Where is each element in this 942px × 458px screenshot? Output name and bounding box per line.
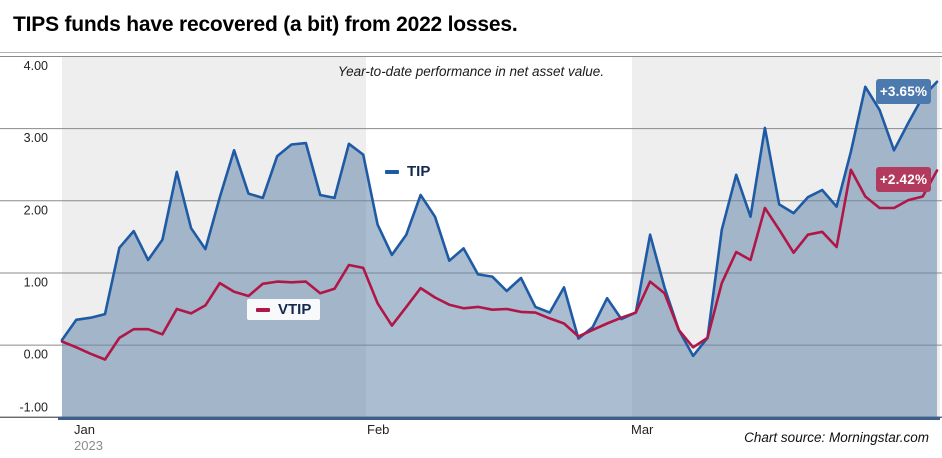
tip-legend-dash-icon	[385, 169, 399, 174]
vtip-legend: VTIP	[247, 299, 321, 320]
chart-subtitle: Year-to-date performance in net asset va…	[337, 64, 605, 79]
y-axis-label: 4.00	[24, 59, 48, 73]
x-axis-label: Feb	[367, 422, 389, 437]
y-axis-label: 0.00	[24, 348, 48, 362]
y-axis-label: 2.00	[24, 203, 48, 217]
vtip-line	[60, 168, 939, 361]
y-axis-label: -1.00	[20, 400, 49, 414]
chart-title: TIPS funds have recovered (a bit) from 2…	[13, 13, 518, 36]
tip-legend: TIP	[376, 161, 440, 182]
vtip-legend-dash-icon	[256, 307, 270, 312]
source-note: Chart source: Morningstar.com	[744, 430, 929, 445]
tip-legend-label: TIP	[407, 163, 431, 180]
y-axis-label: 3.00	[24, 131, 48, 145]
y-axis-label: 1.00	[24, 275, 48, 289]
vtip-legend-label: VTIP	[278, 301, 312, 318]
x-axis-label: Mar	[631, 422, 654, 437]
x-axis-year-label: 2023	[74, 438, 103, 453]
x-axis-label: Jan	[74, 422, 95, 437]
tip-line	[60, 80, 939, 358]
tip-end-badge: +3.65%	[876, 79, 931, 104]
tip-area-fill	[62, 81, 937, 419]
vtip-end-badge: +2.42%	[876, 167, 931, 192]
